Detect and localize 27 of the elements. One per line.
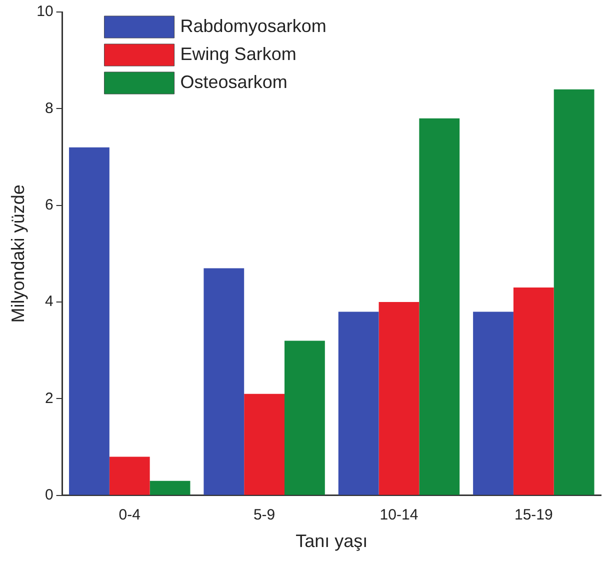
y-tick-label: 0 [44,486,54,504]
bar [554,89,594,495]
bar [69,147,110,495]
x-tick-label: 15-19 [514,506,553,524]
bar [473,312,514,495]
bar [284,340,325,495]
x-tick-label: 5-9 [253,506,276,524]
y-tick-label: 6 [44,196,54,214]
x-tick-label: 10-14 [380,506,418,524]
legend-label: Osteosarkom [180,72,288,92]
bar [513,288,554,495]
legend-label: Rabdomyosarkom [180,16,326,36]
legend-label: Ewing Sarkom [180,44,296,64]
y-tick-label: 2 [44,390,54,407]
bar [109,456,150,495]
x-axis-title: Tanı yaşı [296,531,368,552]
bar [204,268,244,495]
bar [338,312,379,495]
bar [378,302,420,495]
y-tick-label: 10 [36,3,54,20]
y-tick-label: 8 [44,100,54,117]
x-tick-label: 0-4 [118,506,140,524]
bar [419,118,460,495]
bar [244,394,285,495]
bar [150,480,190,495]
y-tick-label: 4 [44,293,54,310]
y-axis-title: Milyondaki yüzde [8,184,28,323]
